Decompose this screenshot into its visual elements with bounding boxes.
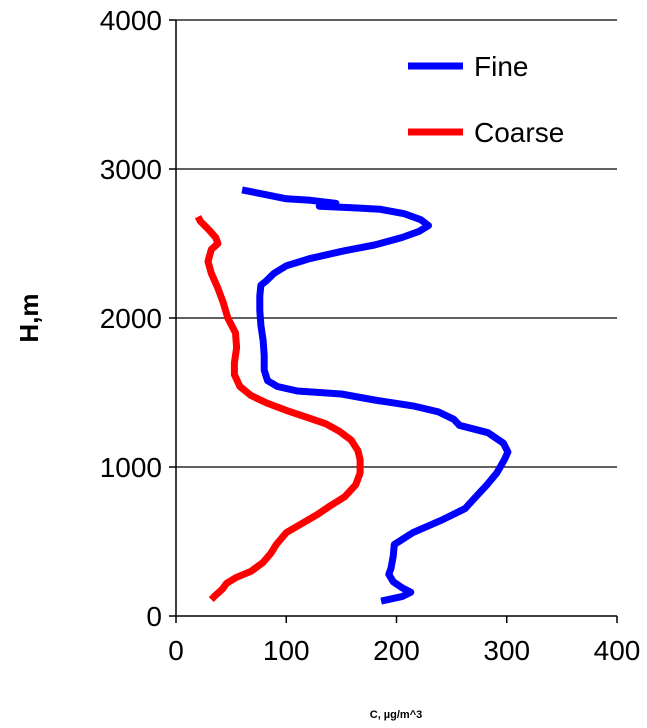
x-tick-label: 300	[483, 635, 530, 666]
x-tick-label: 100	[263, 635, 310, 666]
legend-label-coarse: Coarse	[474, 117, 564, 148]
series-line-coarse	[194, 215, 364, 603]
legend-label-fine: Fine	[474, 51, 528, 82]
x-axis-label: C, µg/m^3	[370, 709, 423, 721]
y-tick-label: 3000	[100, 154, 162, 185]
y-tick-label: 4000	[100, 5, 162, 36]
x-tick-label: 400	[594, 635, 641, 666]
y-axis-label: H,m	[14, 293, 44, 342]
y-tick-label: 1000	[100, 452, 162, 483]
legend: Fine Coarse	[408, 51, 564, 148]
x-tick-label: 0	[168, 635, 184, 666]
series-line-fine	[241, 186, 512, 605]
ticks: 0 1000 2000 3000 4000 0 100 200 300 400	[100, 5, 641, 666]
y-tick-label: 0	[146, 601, 162, 632]
x-tick-label: 200	[373, 635, 420, 666]
y-tick-label: 2000	[100, 303, 162, 334]
gridlines	[176, 19, 617, 468]
series	[194, 186, 512, 605]
